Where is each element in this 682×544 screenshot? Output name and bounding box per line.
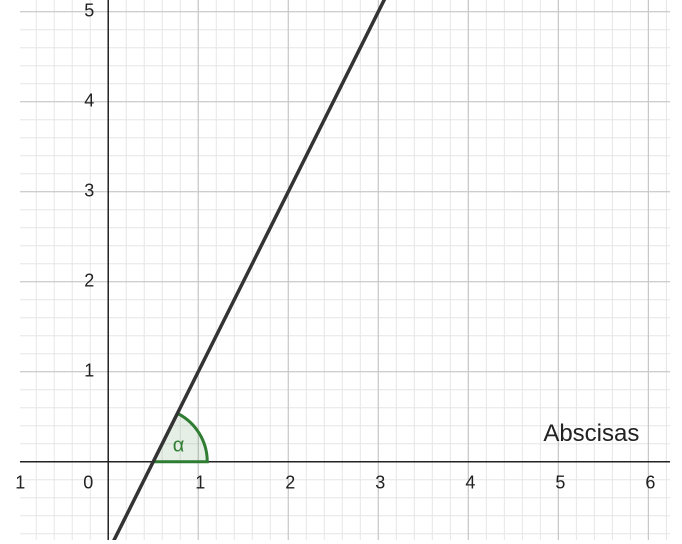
x-tick-label: 1 — [15, 472, 25, 492]
x-tick-label: 4 — [465, 472, 475, 492]
annotation: Abscisas — [543, 420, 639, 447]
y-tick-label: 2 — [84, 270, 94, 290]
line — [112, 0, 387, 540]
x-tick-label: 3 — [375, 472, 385, 492]
x-tick-label: 5 — [555, 472, 565, 492]
plot-area — [20, 0, 670, 540]
x-tick-label: 6 — [645, 472, 655, 492]
y-tick-label: 3 — [84, 180, 94, 200]
angle-label: α — [173, 434, 185, 456]
angle-sector — [150, 411, 209, 464]
y-tick-label: 1 — [84, 360, 94, 380]
x-tick-label: 2 — [285, 472, 295, 492]
y-tick-label: 5 — [84, 0, 94, 20]
x-tick-label: 1 — [195, 472, 205, 492]
y-tick-label: 4 — [84, 90, 94, 110]
x-tick-label: 0 — [83, 472, 93, 492]
